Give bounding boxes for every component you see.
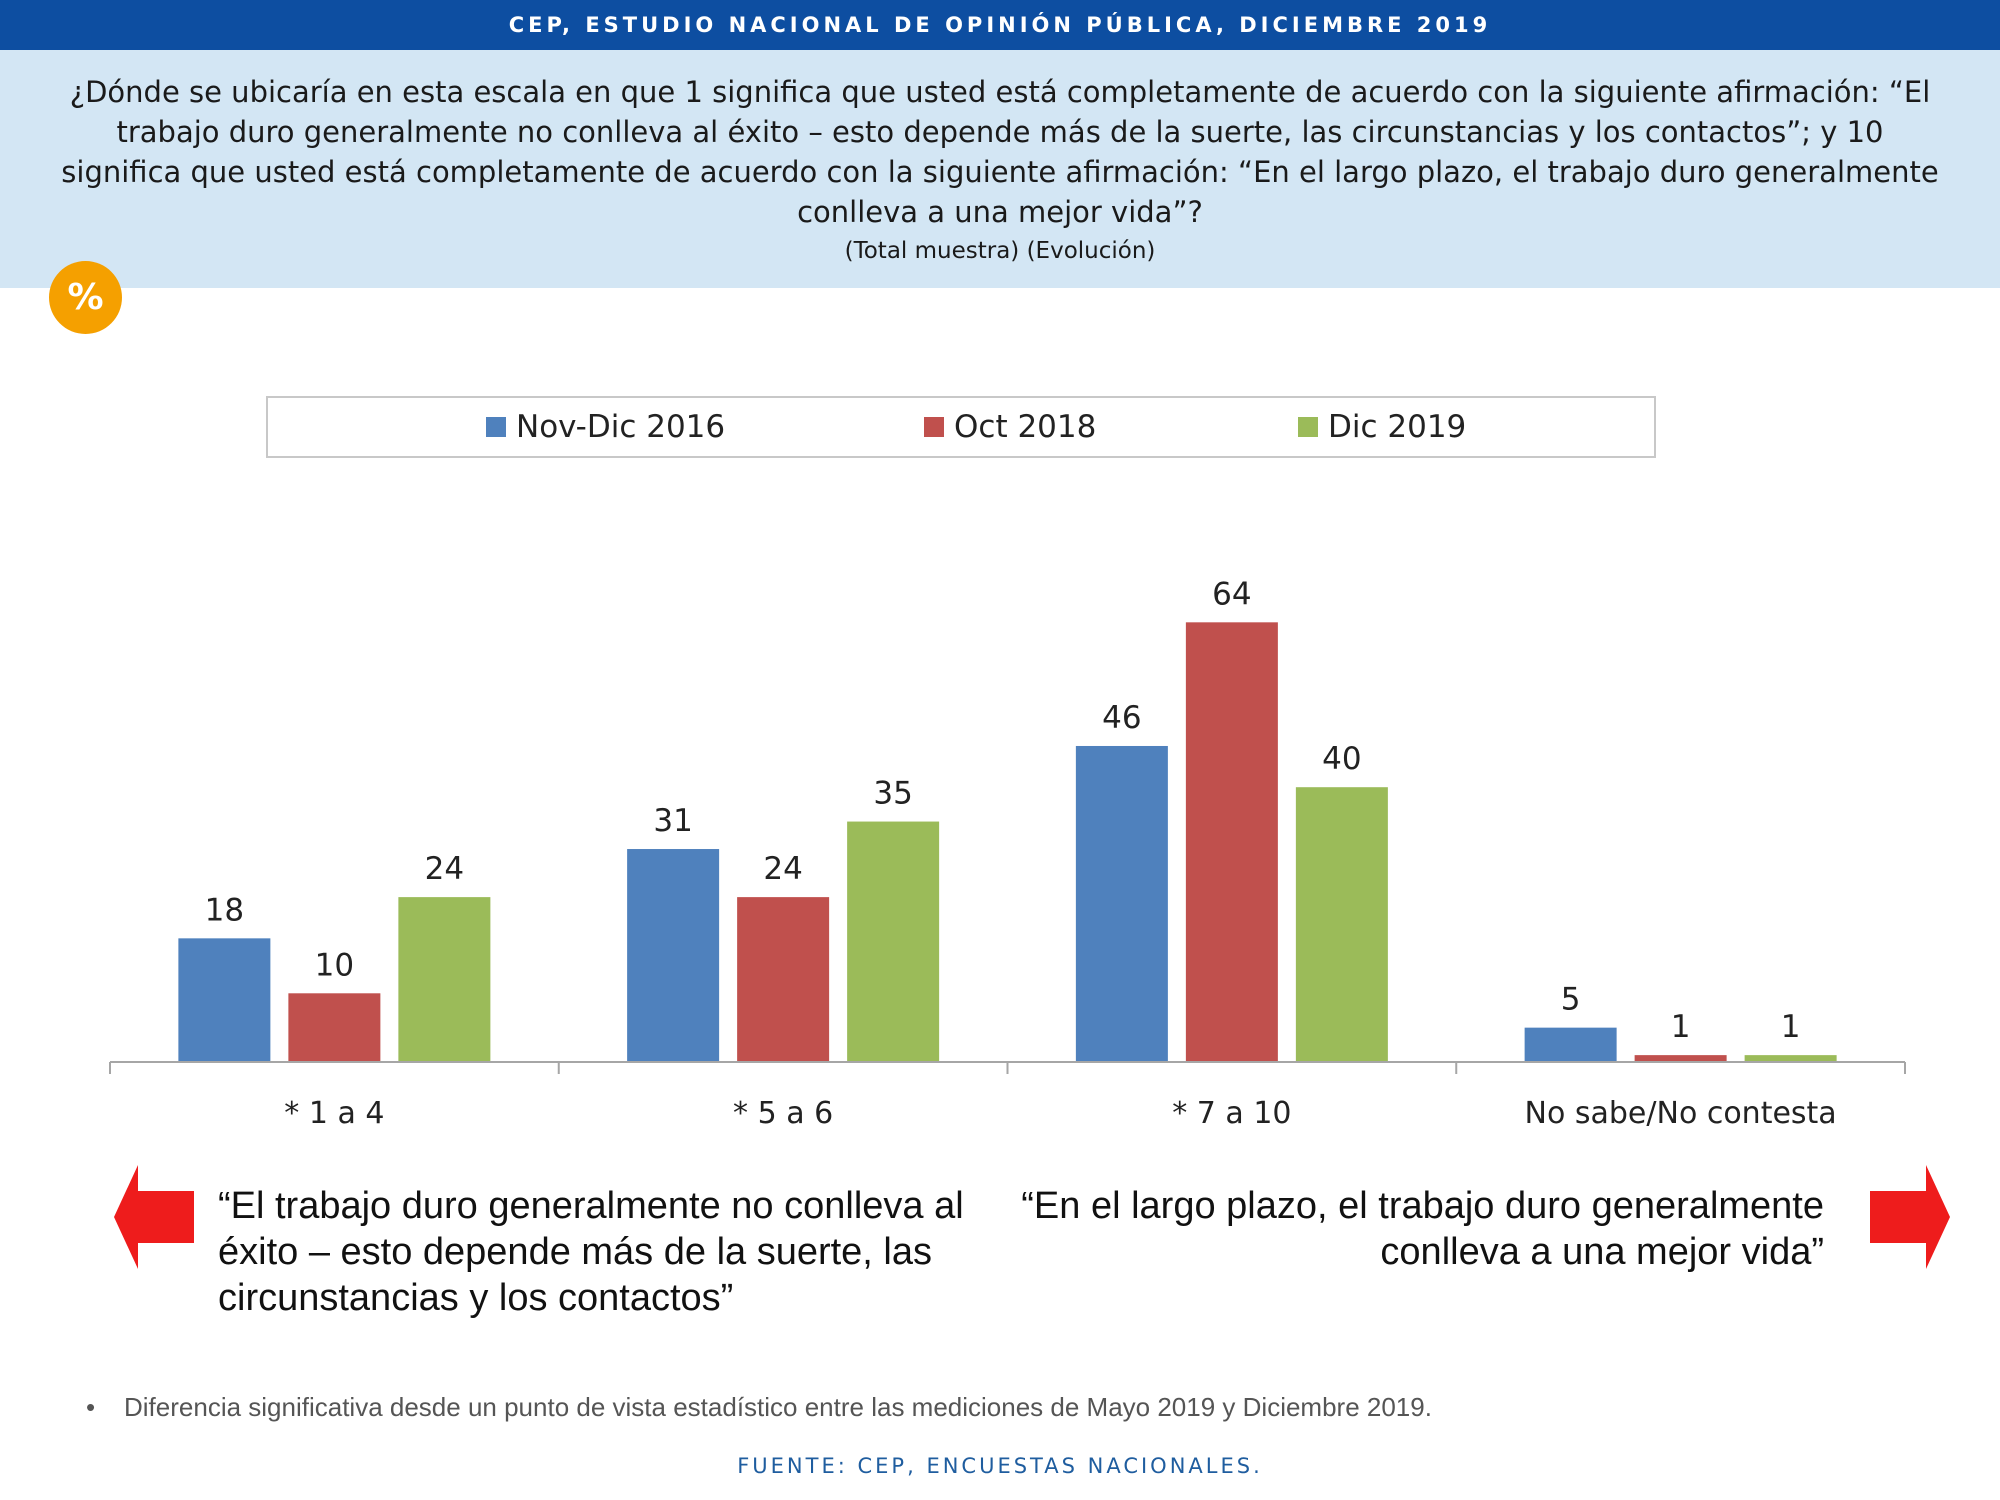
bar-value-label: 31: [653, 803, 692, 839]
bar: [178, 938, 271, 1062]
banner-title: CEP, ESTUDIO NACIONAL DE OPINIÓN PÚBLICA…: [508, 13, 1492, 37]
left-statement: “El trabajo duro generalmente no conllev…: [218, 1185, 964, 1319]
bar: [1075, 745, 1168, 1062]
bar: [1524, 1027, 1617, 1062]
source-note: FUENTE: CEP, ENCUESTAS NACIONALES.: [737, 1454, 1263, 1478]
bar-value-label: 24: [763, 851, 802, 887]
bar: [288, 993, 381, 1062]
bar-value-label: 64: [1212, 576, 1251, 612]
legend-item-dic-2019: Dic 2019: [1298, 398, 1466, 456]
bar-chart: 18 10 24 * 1 a 4 31 24 35 * 5 a 6 46 64 40 * 7 a 10…: [109, 576, 1906, 1131]
bar-value-label: 1: [1671, 1009, 1691, 1045]
bar-value-label: 46: [1102, 700, 1141, 736]
legend-swatch-nov-dic-2016: [486, 417, 506, 437]
question-panel: ¿Dónde se ubicaría en esta escala en que…: [0, 50, 2000, 288]
bar: [1295, 787, 1388, 1062]
bar: [1744, 1055, 1837, 1062]
footnote-bullet: •: [86, 1392, 96, 1422]
chart-legend: Nov-Dic 2016 Oct 2018 Dic 2019: [266, 396, 1656, 458]
footnote-text: Diferencia significativa desde un punto …: [124, 1392, 1432, 1422]
legend-label: Nov-Dic 2016: [516, 409, 726, 445]
legend-label: Oct 2018: [954, 409, 1097, 445]
bar: [1634, 1055, 1727, 1062]
category-tick-label: No sabe/No contesta: [1525, 1096, 1837, 1131]
bar: [627, 849, 720, 1062]
bar: [847, 821, 940, 1062]
bar: [1185, 622, 1278, 1062]
chart-subtitle: (Total muestra) (Evolución): [844, 238, 1156, 264]
right-statement: “En el largo plazo, el trabajo duro gene…: [1021, 1185, 1824, 1273]
legend-item-nov-dic-2016: Nov-Dic 2016: [486, 398, 725, 456]
category-tick-label: * 1 a 4: [284, 1096, 384, 1131]
percent-badge-icon: %: [49, 261, 122, 334]
bar-value-label: 1: [1781, 1009, 1801, 1045]
bar-value-label: 35: [873, 776, 912, 812]
legend-swatch-dic-2019: [1298, 417, 1318, 437]
top-banner: CEP, ESTUDIO NACIONAL DE OPINIÓN PÚBLICA…: [0, 0, 2000, 50]
survey-question: ¿Dónde se ubicaría en esta escala en que…: [61, 75, 1939, 229]
right-arrow-icon: [1870, 1165, 1950, 1269]
bar-value-label: 5: [1561, 982, 1581, 1018]
legend-swatch-oct-2018: [924, 417, 944, 437]
bar: [398, 897, 491, 1062]
bar-value-label: 18: [205, 892, 244, 928]
category-tick-label: * 7 a 10: [1172, 1096, 1291, 1131]
footnote: • Diferencia significativa desde un punto…: [86, 1392, 1886, 1423]
bar-value-label: 10: [315, 947, 354, 983]
legend-label: Dic 2019: [1328, 409, 1467, 445]
bar: [737, 897, 830, 1062]
category-tick-label: * 5 a 6: [733, 1096, 833, 1131]
left-arrow-icon: [114, 1165, 194, 1269]
bar-value-label: 40: [1322, 741, 1361, 777]
bar-value-label: 24: [425, 851, 464, 887]
legend-item-oct-2018: Oct 2018: [924, 398, 1096, 456]
